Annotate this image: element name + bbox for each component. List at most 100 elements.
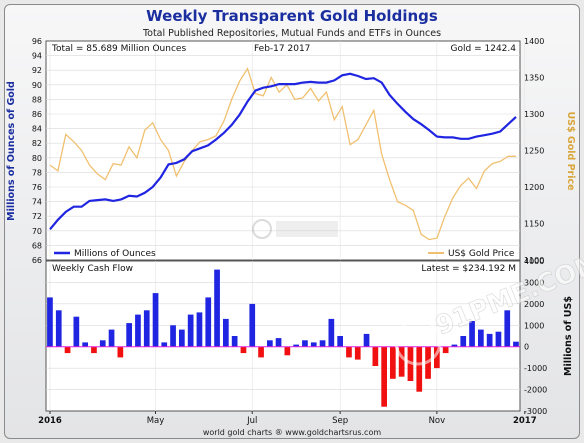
flow-y-tick-label: 3000 — [524, 278, 544, 287]
x-tick-label: Sep — [332, 416, 348, 426]
cash-flow-bar — [187, 314, 194, 347]
cash-flow-bar — [249, 303, 256, 347]
y-tick-label: 88 — [32, 95, 42, 104]
cash-flow-bar — [319, 340, 326, 347]
cash-flow-bar — [108, 329, 115, 347]
cash-flow-bar — [143, 310, 150, 347]
x-tick-label: May — [147, 416, 165, 426]
cash-flow-bar — [205, 297, 212, 347]
flow-y-tick-label: -1000 — [524, 364, 547, 373]
cash-flow-bar — [214, 269, 220, 347]
holdings-series — [49, 72, 517, 231]
flow-y-tick-label: 0 — [524, 343, 529, 352]
x-tick-label: 2017 — [513, 416, 537, 426]
x-tick-label: Jul — [246, 416, 257, 426]
bottom-x-axis: 2016 May Jul Sep Nov 2017 — [38, 411, 537, 426]
cash-flow-axis-label: Millions of US$ — [563, 296, 574, 376]
y2-tick-label: 1350 — [524, 74, 544, 83]
flow-y-tick-label: 2000 — [524, 300, 544, 309]
cash-flow-bar — [91, 346, 97, 354]
y2-tick-label: 1400 — [524, 37, 544, 46]
cash-flow-bar — [258, 346, 264, 358]
cash-flow-bar — [398, 346, 405, 377]
cash-flow-bar — [293, 344, 299, 347]
y2-tick-label: 1150 — [524, 220, 544, 229]
y-tick-label: 76 — [32, 183, 42, 192]
latest-flow-label: Latest = $234.192 M — [421, 264, 516, 274]
watermark-logo — [252, 219, 338, 239]
cash-flow-bar — [486, 333, 493, 347]
top-y2-axis: 1100 1150 1200 1250 1300 1350 1400 — [524, 37, 544, 265]
cash-flow-bar — [337, 336, 343, 347]
flow-y-tick-label: 1000 — [524, 321, 544, 330]
cash-flow-bar — [372, 346, 379, 366]
gold-price-axis-label: US$ Gold Price — [565, 111, 576, 190]
cash-flow-bar — [284, 346, 291, 356]
cash-flow-bar — [310, 342, 317, 347]
y-tick-label: 72 — [32, 212, 42, 221]
cash-flow-bar — [275, 338, 282, 347]
cash-flow-bar — [442, 346, 449, 354]
chart-title: Weekly Transparent Gold Holdings — [146, 7, 438, 25]
cash-flow-bar — [196, 312, 203, 347]
gold-price-series — [49, 67, 516, 241]
flow-y-tick-label: -3000 — [524, 407, 547, 416]
y-tick-label: 80 — [32, 154, 42, 163]
cash-flow-bar — [469, 321, 475, 347]
chart-footer: world gold charts ® www.goldchartsrus.co… — [202, 428, 382, 437]
cash-flow-bar — [460, 336, 467, 347]
y2-tick-label: 1100 — [524, 256, 544, 265]
y2-tick-label: 1300 — [524, 110, 544, 119]
cash-flow-bar — [434, 346, 440, 369]
cash-flow-bar — [390, 346, 396, 379]
gold-price-line — [49, 67, 516, 241]
holdings-line — [49, 72, 517, 231]
x-tick-label: 2016 — [38, 416, 62, 426]
bottom-plot-area — [45, 260, 521, 412]
cash-flow-bar — [135, 314, 141, 347]
y-tick-label: 78 — [32, 168, 42, 177]
cash-flow-bar — [346, 346, 352, 358]
top-plot-area — [45, 40, 521, 261]
cash-flow-bar — [73, 316, 80, 347]
y2-tick-label: 1200 — [524, 183, 544, 192]
total-holdings-text: Total = 85.689 Million Ounces — [51, 44, 186, 54]
cash-flow-bar — [161, 342, 168, 347]
cash-flow-bar — [363, 333, 370, 347]
cash-flow-bar — [513, 341, 519, 347]
y-tick-label: 92 — [32, 66, 42, 75]
cash-flow-bar — [64, 346, 71, 354]
y-tick-label: 90 — [32, 81, 42, 90]
cash-flow-bar — [55, 310, 62, 347]
cash-flow-bar — [267, 340, 273, 347]
cash-flow-label: Weekly Cash Flow — [52, 264, 133, 274]
cash-flow-bar — [117, 346, 124, 358]
cash-flow-bar — [504, 310, 511, 347]
holdings-legend-label: Millions of Ounces — [74, 249, 156, 259]
flow-y-tick-label: -2000 — [524, 386, 547, 395]
top-grid — [46, 41, 526, 260]
cash-flow-bar — [99, 340, 106, 347]
y-tick-label: 74 — [32, 198, 42, 207]
y-tick-label: 82 — [32, 139, 42, 148]
y-tick-label: 68 — [32, 241, 42, 250]
cash-flow-bar — [354, 346, 361, 360]
holdings-legend: Millions of Ounces — [54, 249, 156, 259]
y-tick-label: 70 — [32, 227, 42, 236]
cash-flow-bar — [47, 297, 53, 347]
cash-flow-bar — [381, 346, 387, 407]
holdings-axis-label: Millions of Ounces of Gold — [6, 81, 17, 221]
top-y-axis: 66 68 70 72 74 76 78 80 82 84 86 88 90 92 94 96 — [32, 37, 42, 265]
cash-flow-bar — [416, 346, 423, 392]
cash-flow-bar — [478, 329, 484, 347]
gold-price-legend-label: US$ Gold Price — [448, 249, 515, 259]
chart-subtitle: Total Published Repositories, Mutual Fun… — [142, 28, 442, 39]
cash-flow-bar — [451, 344, 458, 347]
cash-flow-bar — [223, 318, 229, 347]
cash-flow-bar — [126, 323, 132, 347]
gold-price-text: Gold = 1242.4 — [451, 44, 517, 54]
cash-flow-bar — [231, 336, 238, 347]
y-tick-label: 96 — [32, 37, 42, 46]
cash-flow-bar — [495, 331, 502, 347]
cash-flow-bar — [170, 325, 176, 347]
